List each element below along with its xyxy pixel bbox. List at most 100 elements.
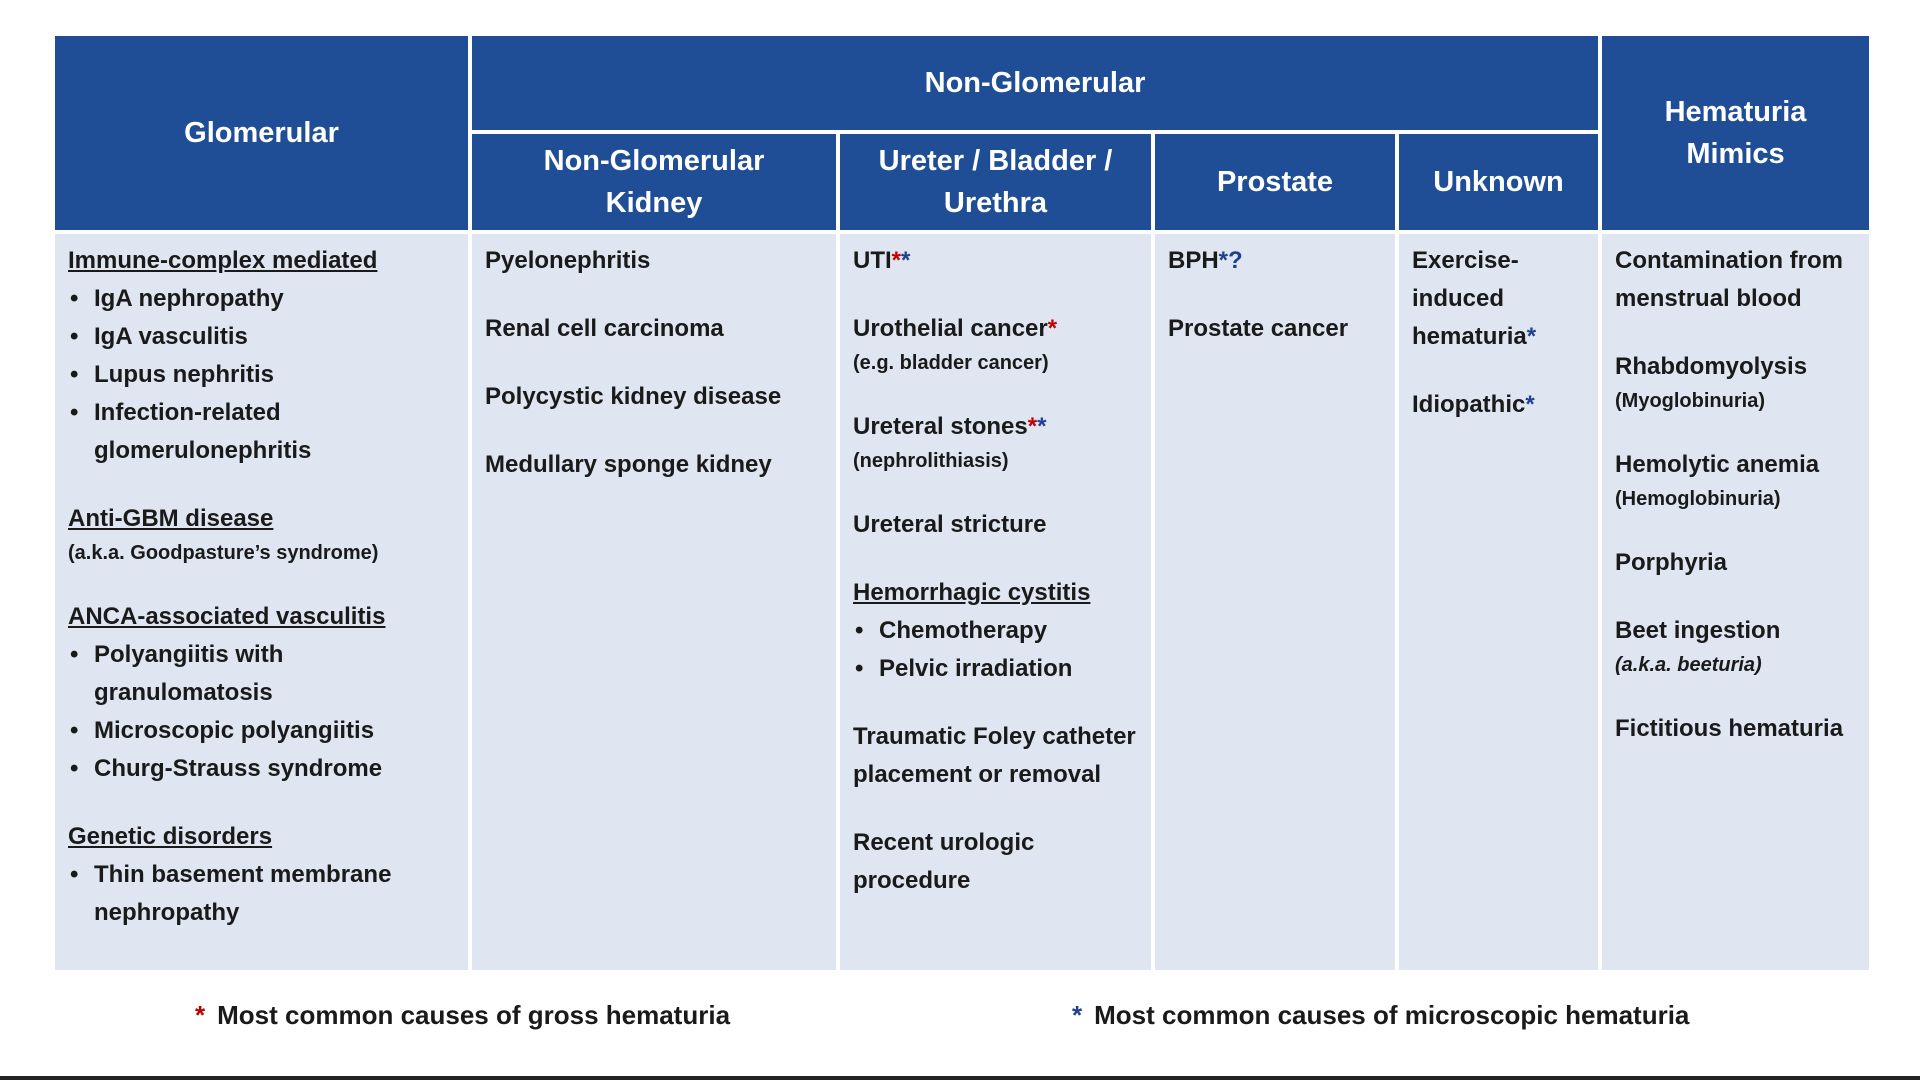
footnote-mark: * bbox=[1526, 323, 1537, 350]
entry-text: Pyelonephritis bbox=[485, 247, 651, 274]
entry-text: IgA vasculitis bbox=[94, 323, 248, 350]
legend-mark: * bbox=[1072, 1000, 1083, 1030]
cell-group: Genetic disorders Thin basement membrane … bbox=[68, 818, 460, 932]
cell-group: Ureteral stones** (nephrolithiasis) bbox=[853, 408, 1143, 476]
entry-text: Fictitious hematuria bbox=[1615, 710, 1861, 748]
entry-text: Fictitious hematuria bbox=[1615, 715, 1844, 742]
entry-text: Medullary sponge kidney bbox=[485, 451, 772, 478]
header-cell: Hematuria Mimics bbox=[1598, 32, 1873, 234]
entry-text: Urothelial cancer bbox=[853, 315, 1048, 342]
cell-group: Traumatic Foley catheter placement or re… bbox=[853, 718, 1143, 794]
cell-group: Beet ingestion (a.k.a. beeturia) bbox=[1615, 612, 1861, 680]
entry-bullet: Chemotherapy bbox=[853, 612, 1143, 650]
cell-group: Contamination from menstrual blood bbox=[1615, 242, 1861, 318]
entry-text: Recent urologic procedure bbox=[853, 824, 1143, 900]
entry-text: Exercise-induced hematuria* bbox=[1412, 242, 1590, 356]
cell-group: Hemorrhagic cystitis Chemotherapy Pelvic i… bbox=[853, 574, 1143, 688]
entry-text: (Myoglobinuria) bbox=[1615, 390, 1765, 412]
entry-text: Genetic disorders bbox=[68, 823, 273, 850]
footnote-mark: * bbox=[1525, 391, 1535, 418]
entry-text: Porphyria bbox=[1615, 544, 1861, 582]
entry-text: Beet ingestion bbox=[1615, 617, 1781, 644]
entry-text: Medullary sponge kidney bbox=[485, 446, 828, 484]
entry-text: Prostate cancer bbox=[1168, 315, 1349, 342]
entry-text: Contamination from menstrual blood bbox=[1615, 242, 1861, 318]
entry-bullet: IgA nephropathy bbox=[68, 280, 460, 318]
entry-text: (Hemoglobinuria) bbox=[1615, 488, 1781, 510]
cell-group: Rhabdomyolysis (Myoglobinuria) bbox=[1615, 348, 1861, 416]
entry-text: Ureteral stones bbox=[853, 413, 1028, 440]
entry-bullet: Lupus nephritis bbox=[68, 356, 460, 394]
footnote-mark: * bbox=[891, 247, 902, 274]
cell-group: Ureteral stricture bbox=[853, 506, 1143, 544]
entry-text: Anti-GBM disease bbox=[68, 505, 274, 532]
entry-text: Polycystic kidney disease bbox=[485, 378, 828, 416]
entry-heading: Immune-complex mediated bbox=[68, 242, 460, 280]
entry-text: Ureteral stones** bbox=[853, 408, 1143, 446]
legend-text: Most common causes of microscopic hematu… bbox=[1094, 1000, 1690, 1030]
entry-heading: Anti-GBM disease bbox=[68, 500, 460, 538]
header-cell: Non-Glomerular bbox=[468, 32, 1602, 134]
entry-text: ANCA-associated vasculitis bbox=[68, 603, 386, 630]
entry-text: Pelvic irradiation bbox=[879, 655, 1073, 682]
footnote-mark: * bbox=[1037, 413, 1047, 440]
entry-text: Polyangiitis with granulomatosis bbox=[94, 641, 284, 706]
footnote-mark: * bbox=[1218, 247, 1229, 274]
entry-heading: ANCA-associated vasculitis bbox=[68, 598, 460, 636]
entry-text: Renal cell carcinoma bbox=[485, 310, 828, 348]
footnote-mark: * bbox=[1047, 315, 1058, 342]
entry-text: Lupus nephritis bbox=[94, 361, 274, 388]
entry-text: UTI bbox=[853, 247, 892, 274]
cell-group: Urothelial cancer* (e.g. bladder cancer) bbox=[853, 310, 1143, 378]
entry-bullet: Thin basement membrane nephropathy bbox=[68, 856, 460, 932]
header-cell: Glomerular bbox=[51, 32, 472, 234]
entry-bullet: Pelvic irradiation bbox=[853, 650, 1143, 688]
entry-text: Prostate cancer bbox=[1168, 310, 1387, 348]
entry-note: (a.k.a. Goodpasture’s syndrome) bbox=[68, 538, 460, 568]
entry-heading: Genetic disorders bbox=[68, 818, 460, 856]
footnote-mark: ? bbox=[1228, 247, 1243, 274]
entry-text: Idiopathic* bbox=[1412, 386, 1590, 424]
entry-text: IgA nephropathy bbox=[94, 285, 284, 312]
entry-text: Microscopic polyangiitis bbox=[94, 717, 375, 744]
divider bbox=[0, 1076, 1920, 1080]
subheader-cell: Ureter / Bladder / Urethra bbox=[836, 130, 1155, 234]
entry-note: (Myoglobinuria) bbox=[1615, 386, 1861, 416]
cell-group: Hemolytic anemia (Hemoglobinuria) bbox=[1615, 446, 1861, 514]
entry-text: Hemorrhagic cystitis bbox=[853, 579, 1091, 606]
entry-text: Polycystic kidney disease bbox=[485, 383, 782, 410]
entry-text: (a.k.a. Goodpasture’s syndrome) bbox=[68, 542, 379, 564]
cell-group: Idiopathic* bbox=[1412, 386, 1590, 424]
entry-text: Thin basement membrane nephropathy bbox=[94, 861, 392, 926]
entry-note-italic: (a.k.a. beeturia) bbox=[1615, 650, 1861, 680]
entry-text: (a.k.a. beeturia) bbox=[1615, 654, 1762, 676]
subheader-cell: Prostate bbox=[1151, 130, 1399, 234]
hematuria-table: Glomerular Non-Glomerular Hematuria Mimi… bbox=[51, 32, 1873, 970]
footnote-mark: * bbox=[1027, 413, 1038, 440]
entry-text: Infection-related glomerulonephritis bbox=[94, 399, 312, 464]
entry-text: Ureteral stricture bbox=[853, 511, 1047, 538]
legend-text: Most common causes of gross hematuria bbox=[217, 1000, 731, 1030]
entry-text: (e.g. bladder cancer) bbox=[853, 352, 1049, 374]
entry-text: Urothelial cancer* bbox=[853, 310, 1143, 348]
subheader-cell: Unknown bbox=[1395, 130, 1602, 234]
entry-note: (e.g. bladder cancer) bbox=[853, 348, 1143, 378]
entry-note: (nephrolithiasis) bbox=[853, 446, 1143, 476]
entry-bullet: Microscopic polyangiitis bbox=[68, 712, 460, 750]
entry-text: (nephrolithiasis) bbox=[853, 450, 1009, 472]
cell-group: UTI** bbox=[853, 242, 1143, 280]
legend-mark: * bbox=[195, 1000, 206, 1030]
entry-text: Traumatic Foley catheter placement or re… bbox=[853, 718, 1143, 794]
entry-text: Rhabdomyolysis bbox=[1615, 353, 1808, 380]
table-cell: Immune-complex mediated IgA nephropathy Ig… bbox=[51, 232, 472, 970]
entry-note: (Hemoglobinuria) bbox=[1615, 484, 1861, 514]
entry-text: BPH*? bbox=[1168, 242, 1387, 280]
entry-bullet: IgA vasculitis bbox=[68, 318, 460, 356]
entry-bullet: Churg-Strauss syndrome bbox=[68, 750, 460, 788]
table-cell: Contamination from menstrual blood Rhabdo… bbox=[1598, 232, 1873, 970]
table-cell: UTI** Urothelial cancer* (e.g. bladder can… bbox=[836, 232, 1155, 970]
entry-text: Rhabdomyolysis bbox=[1615, 348, 1861, 386]
entry-text: Traumatic Foley catheter placement or re… bbox=[853, 723, 1136, 788]
body-row: Immune-complex mediated IgA nephropathy Ig… bbox=[51, 232, 1873, 970]
